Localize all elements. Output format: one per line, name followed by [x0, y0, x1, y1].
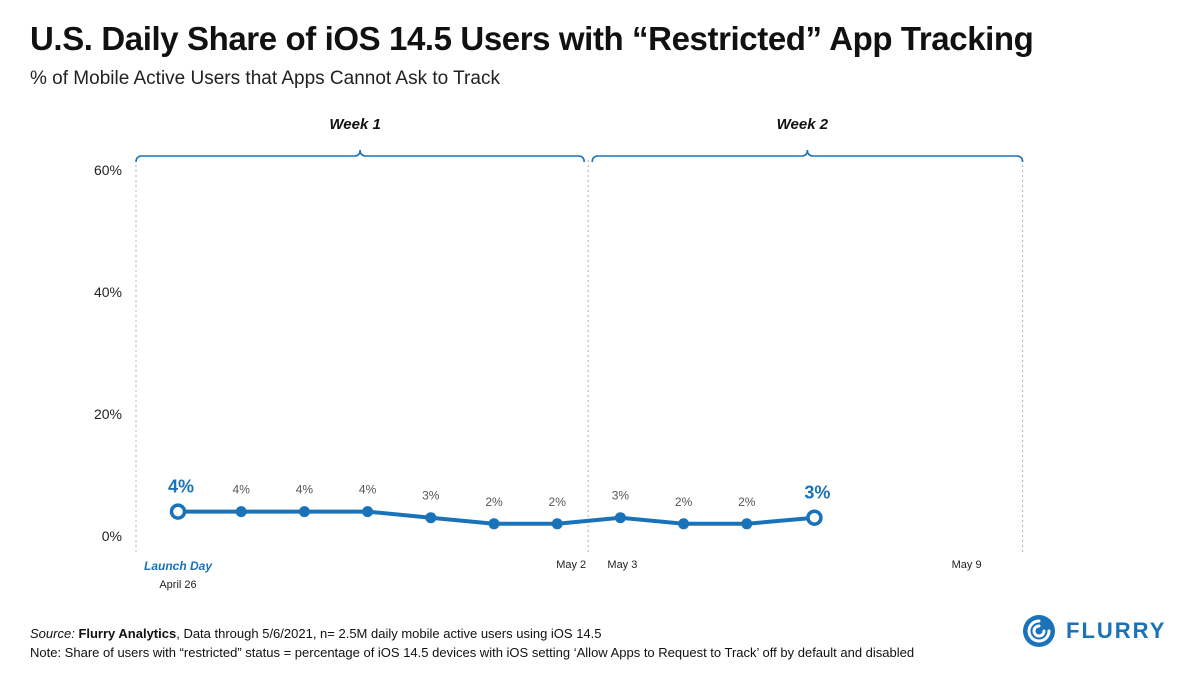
week-label: Week 1: [329, 116, 380, 133]
x-tick-label: May 3: [607, 559, 637, 571]
data-label: 3%: [422, 489, 440, 503]
note-line: Note: Share of users with “restricted” s…: [30, 645, 915, 660]
data-point-emphasized: [169, 503, 187, 520]
data-point: [551, 518, 563, 530]
data-label: 4%: [233, 483, 251, 497]
data-point: [614, 512, 626, 524]
week-brackets: Week 1 Week 2: [135, 116, 1024, 163]
data-point: [678, 518, 690, 530]
series-layer: [169, 503, 823, 530]
data-point: [425, 512, 437, 524]
y-tick-label: 60%: [94, 162, 122, 178]
source-details: , Data through 5/6/2021, n= 2.5M daily m…: [176, 626, 602, 641]
week-bracket: [591, 149, 1024, 163]
data-point: [362, 506, 374, 518]
x-axis: Launch Day April 26 May 2 May 3 May 9: [144, 559, 982, 591]
chart-subtitle: % of Mobile Active Users that Apps Canno…: [30, 68, 500, 89]
data-labels: 4% 4% 4% 4% 3% 2% 2% 3% 2% 2% 3%: [168, 477, 830, 509]
footer: Source: Flurry Analytics, Data through 5…: [30, 624, 914, 662]
data-label: 3%: [612, 489, 630, 503]
x-tick-sublabel: April 26: [159, 579, 196, 591]
source-label: Source:: [30, 626, 75, 641]
data-label: 4%: [359, 483, 377, 497]
source-line: Source: Flurry Analytics, Data through 5…: [30, 624, 914, 643]
data-point-emphasized: [806, 509, 823, 526]
data-label: 4%: [296, 483, 314, 497]
data-point: [298, 506, 310, 518]
y-tick-label: 0%: [102, 528, 122, 544]
chart-guides: [135, 160, 1024, 552]
week-bracket: [135, 149, 585, 163]
data-label-emphasized: 4%: [168, 477, 194, 497]
data-point: [741, 518, 753, 530]
source-name: Flurry Analytics: [78, 626, 177, 641]
y-axis: 60% 40% 20% 0%: [94, 162, 122, 544]
logo-text: FLURRY: [1066, 618, 1167, 643]
data-label: 2%: [485, 495, 503, 509]
flurry-logo: FLURRY: [1022, 614, 1166, 648]
chart-title: U.S. Daily Share of iOS 14.5 Users with …: [30, 20, 1034, 57]
data-label: 2%: [675, 495, 693, 509]
y-tick-label: 20%: [94, 406, 122, 422]
data-point: [488, 518, 500, 530]
data-label: 2%: [549, 495, 567, 509]
data-label: 2%: [738, 495, 756, 509]
y-tick-label: 40%: [94, 284, 122, 300]
x-tick-label: May 2: [556, 559, 586, 571]
data-point: [235, 506, 247, 518]
x-tick-label: May 9: [952, 559, 982, 571]
week-label: Week 2: [777, 116, 829, 133]
x-tick-label-launch-day: Launch Day: [144, 559, 213, 573]
data-label-emphasized: 3%: [804, 483, 830, 503]
flurry-logo-icon: [1023, 615, 1055, 647]
